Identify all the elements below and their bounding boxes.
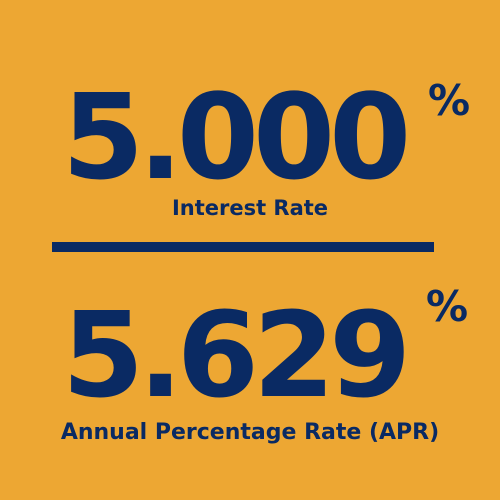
apr-value: 5.629 xyxy=(62,286,411,424)
interest-rate-value: 5.000 xyxy=(62,68,411,206)
divider-line xyxy=(52,242,434,252)
apr-label: Annual Percentage Rate (APR) xyxy=(60,420,440,445)
apr-percent-symbol: % xyxy=(426,282,469,331)
interest-percent-symbol: % xyxy=(428,76,471,125)
interest-rate-label: Interest Rate xyxy=(171,196,329,220)
